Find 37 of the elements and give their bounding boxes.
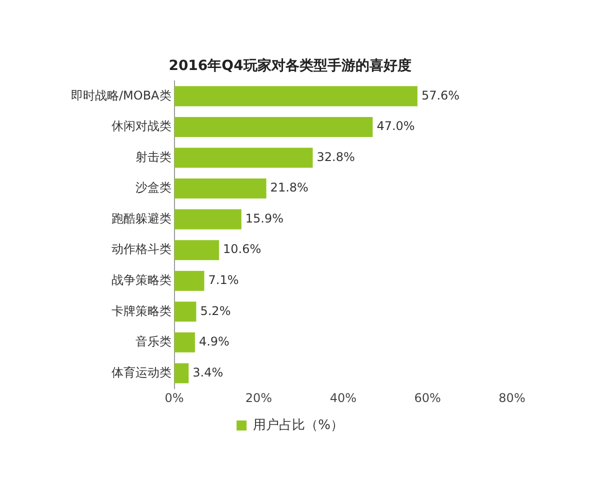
bar: [174, 240, 220, 260]
y-tick-label: 战争策略类: [111, 272, 172, 287]
bar: [174, 116, 373, 137]
bar: [174, 302, 196, 322]
y-tick-label: 沙盒类: [135, 180, 172, 195]
y-tick-label: 休闲对战类: [111, 119, 172, 134]
data-label: 5.2%: [200, 304, 231, 318]
bar: [174, 270, 204, 291]
data-label: 57.6%: [421, 88, 460, 102]
bar: [174, 178, 266, 199]
bar: [174, 148, 313, 168]
y-tick-label: 即时战略/MOBA类: [70, 88, 172, 102]
y-tick-label: 动作格斗类: [111, 242, 172, 256]
y-tick-label: 卡牌策略类: [111, 304, 172, 318]
bar: [174, 209, 242, 230]
data-label: 32.8%: [316, 150, 355, 164]
y-tick-label: 体育运动类: [111, 365, 172, 380]
data-label: 21.8%: [270, 180, 308, 195]
y-tick-label: 音乐类: [135, 334, 172, 349]
x-tick-label: 80%: [498, 390, 526, 405]
data-label: 3.4%: [192, 365, 224, 380]
bar: [174, 332, 195, 352]
bar: [174, 363, 189, 384]
legend-label: 用户占比（%）: [253, 418, 344, 433]
x-tick-label: 20%: [245, 390, 272, 405]
y-tick-label: 跑酷躲避类: [111, 211, 172, 226]
chart-title: 2016年Q4玩家对各类型手游的喜好度: [168, 57, 412, 74]
x-tick-label: 40%: [330, 390, 356, 405]
data-label: 47.0%: [376, 119, 415, 134]
data-label: 7.1%: [208, 272, 239, 287]
bar: [174, 86, 418, 106]
x-tick-label: 60%: [414, 390, 441, 405]
data-label: 4.9%: [198, 334, 230, 349]
y-tick-label: 射击类: [135, 150, 172, 164]
data-label: 15.9%: [245, 211, 284, 226]
data-label: 10.6%: [223, 242, 262, 256]
x-tick-label: 0%: [164, 390, 184, 405]
